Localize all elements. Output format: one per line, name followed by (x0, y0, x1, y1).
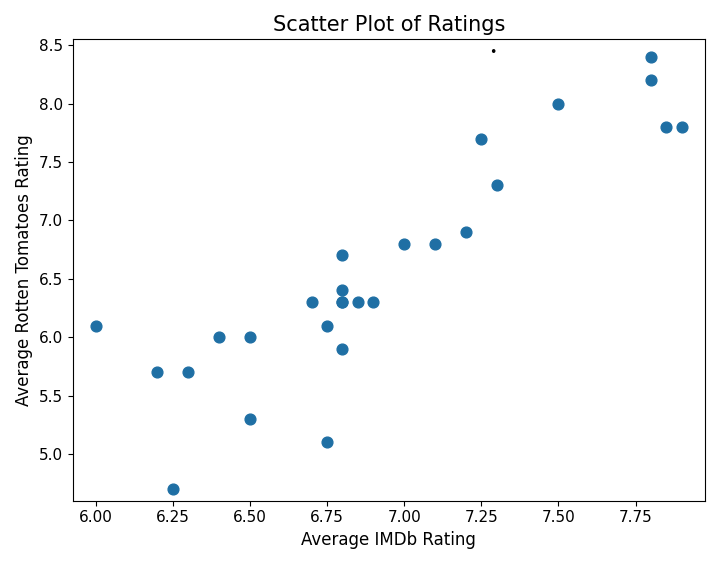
Point (244, 333, 256, 342)
Point (476, 134, 487, 143)
Point (553, 99, 564, 108)
Point (337, 286, 348, 295)
Point (661, 122, 672, 131)
Point (306, 298, 318, 307)
Point (352, 298, 364, 307)
Point (90, 321, 102, 330)
Point (337, 298, 348, 307)
Point (429, 239, 441, 248)
Point (244, 415, 256, 424)
Point (213, 333, 225, 342)
Point (167, 484, 179, 494)
Point (645, 76, 657, 85)
Point (152, 368, 163, 377)
Text: •: • (489, 46, 496, 59)
Point (321, 438, 333, 447)
Point (491, 181, 503, 190)
Point (460, 227, 472, 236)
Point (182, 368, 194, 377)
Point (368, 298, 379, 307)
Point (321, 321, 333, 330)
Point (676, 122, 688, 131)
Y-axis label: Average Rotten Tomatoes Rating: Average Rotten Tomatoes Rating (15, 134, 33, 406)
Point (337, 251, 348, 260)
X-axis label: Average IMDb Rating: Average IMDb Rating (302, 531, 476, 549)
Point (337, 298, 348, 307)
Point (398, 239, 410, 248)
Point (645, 52, 657, 61)
Title: Scatter Plot of Ratings: Scatter Plot of Ratings (273, 15, 505, 35)
Point (337, 345, 348, 354)
